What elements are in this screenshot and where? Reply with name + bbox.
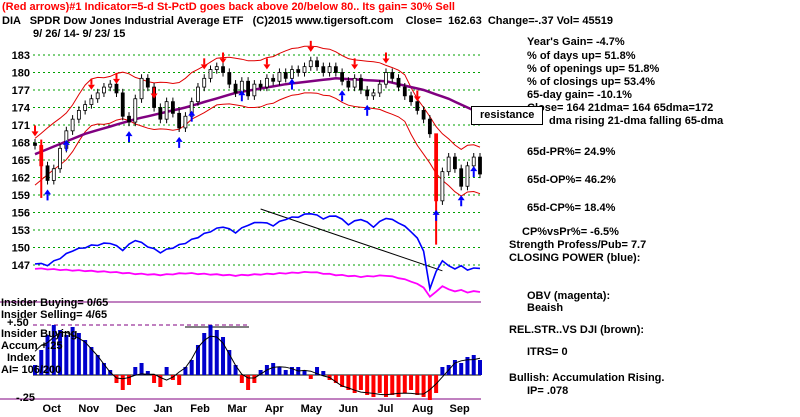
ticker-title-line: DIA SPDR Dow Jones Industrial Average ET… xyxy=(2,15,613,27)
price-tick-label: 168 xyxy=(12,138,30,150)
month-label: Oct xyxy=(43,403,62,415)
accum-index-label-3: Index xyxy=(7,352,36,364)
month-axis-labels: Oct Nov Dec Jan Feb Mar Apr May Jun Jul Aug Sep xyxy=(43,403,470,415)
insider-selling-stat: Insider Selling= 4/65 xyxy=(1,309,108,321)
op-65d-stat: 65d-OP%= 46.2% xyxy=(527,174,616,186)
price-tick-label: 162 xyxy=(12,173,30,185)
month-label: Feb xyxy=(190,403,210,415)
pr-65d-stat: 65d-PR%= 24.9% xyxy=(527,146,616,158)
cp-65d-stat: 65d-CP%= 18.4% xyxy=(527,202,616,214)
price-tick-label: 180 xyxy=(12,68,30,80)
price-tick-label: 150 xyxy=(12,243,30,255)
separator-lines xyxy=(0,301,481,400)
accum-index-label-1: Insider Buying xyxy=(1,328,78,340)
accum-index-label-2: Accum +.25 xyxy=(1,340,63,352)
closings-up-stat: % of closings up= 53.4% xyxy=(527,76,656,88)
price-tick-label: 174 xyxy=(12,103,31,115)
rel-str-legend: REL.STR..VS DJI (brown): xyxy=(509,324,645,336)
openings-up-stat: % of openings up= 51.8% xyxy=(527,63,660,75)
closing-power-legend: CLOSING POWER (blue): xyxy=(509,252,641,264)
price-tick-label: 147 xyxy=(12,260,30,272)
hist-minus25-label: -.25 xyxy=(16,392,35,404)
close-dma-stat: Close= 164 21dma= 164 65dma=172 xyxy=(527,102,714,114)
accumulation-histogram xyxy=(33,325,482,400)
hist-plus50-label: +.50 xyxy=(7,317,29,329)
days-up-stat: % of days up= 51.8% xyxy=(527,50,636,62)
gain-65d-stat: 65-day gain= -10.1% xyxy=(527,89,632,101)
moving-average-line xyxy=(34,77,481,156)
signal-arrows xyxy=(31,40,478,221)
price-tick-label: 183 xyxy=(12,50,30,62)
obv-status: Beaish xyxy=(527,302,564,314)
insider-buying-stat: Insider Buying= 0/65 xyxy=(1,297,109,309)
ai-stat: AI= 106/200 xyxy=(1,364,62,376)
month-label: Apr xyxy=(265,403,285,415)
price-axis-labels: 183 180 177 174 171 168 165 162 159 156 153 150 147 xyxy=(12,50,31,272)
month-label: Mar xyxy=(227,403,247,415)
obv-line xyxy=(34,267,481,299)
price-candles xyxy=(33,56,482,245)
month-label: Jun xyxy=(339,403,359,415)
month-label: May xyxy=(301,403,323,415)
price-tick-label: 177 xyxy=(12,85,30,97)
price-band-lines xyxy=(34,45,481,197)
closing-power-line xyxy=(34,212,481,292)
date-range-label: 9/ 26/ 14- 9/ 23/ 15 xyxy=(33,28,126,40)
month-label: Aug xyxy=(412,403,433,415)
month-label: Jan xyxy=(153,403,172,415)
month-label: Sep xyxy=(450,403,470,415)
ip-stat: IP= .078 xyxy=(527,385,569,397)
month-label: Jul xyxy=(377,403,393,415)
accumulation-status: Bullish: Accumulation Rising. xyxy=(509,372,665,384)
month-label: Nov xyxy=(78,403,100,415)
itrs-stat: ITRS= 0 xyxy=(527,346,568,358)
signal-header-line: (Red arrows)#1 Indicator=5-d St-PctD goe… xyxy=(2,1,455,13)
price-tick-label: 153 xyxy=(12,225,30,237)
strength-stat: Strength Profess/Pub= 7.7 xyxy=(509,239,647,251)
trendline xyxy=(260,208,443,272)
years-gain-stat: Year's Gain= -4.7% xyxy=(527,36,625,48)
price-tick-label: 159 xyxy=(12,190,30,202)
price-tick-label: 156 xyxy=(12,208,30,220)
obv-legend: OBV (magenta): xyxy=(527,290,611,302)
month-label: Dec xyxy=(116,403,136,415)
cp-vs-pr-stat: CP%vsPr%= -6.5% xyxy=(522,226,619,238)
dma-status-stat: dma rising 21-dma falling 65-dma xyxy=(549,115,724,127)
price-tick-label: 171 xyxy=(12,120,30,132)
resistance-annotation[interactable]: resistance xyxy=(471,106,544,125)
price-tick-label: 165 xyxy=(12,155,30,167)
